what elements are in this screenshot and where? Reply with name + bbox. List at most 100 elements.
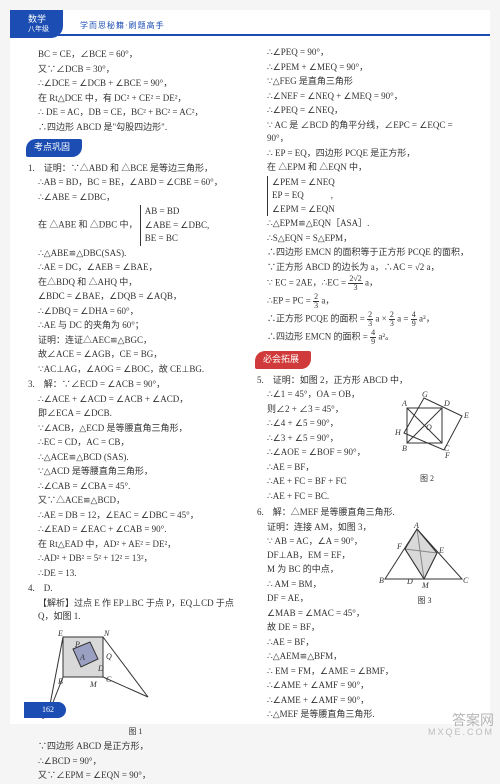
page-number: 162 [24, 702, 66, 718]
svg-text:P: P [74, 640, 80, 649]
svg-text:Q: Q [106, 652, 112, 661]
text: 【解析】过点 E 作 EP⊥BC 于点 P，EQ⊥CD 于点 Q，如图 1. [28, 597, 243, 624]
fraction: 49 [370, 329, 376, 346]
text: 故 DE = BF， [257, 621, 472, 635]
text: ∴∠ABE = ∠DBC， [28, 191, 243, 205]
text: ∠ABE = ∠DBC, [145, 219, 209, 233]
text: 即∠ECA = ∠DCB. [28, 407, 243, 421]
text: ∴AE 与 DC 的夹角为 60°； [28, 319, 243, 333]
brace-row: 在 △ABE 和 △DBC 中， AB = BD ∠ABE = ∠DBC, BE… [28, 205, 243, 246]
grade-top: 数学 [28, 14, 49, 25]
eq4: ∴四边形 EMCN 的面积 = 49 a²。 [257, 329, 472, 346]
header-strip: 学而思秘籍·刷题高手 [80, 20, 165, 32]
text: ∵△FEG 是直角三角形 [257, 75, 472, 89]
text: 6. 解：△MEF 是等腰直角三角形. [257, 506, 472, 520]
svg-text:D: D [406, 577, 413, 586]
brace-row: ∠PEM = ∠NEQ EP = EQ , ∠EPM = ∠EQN [257, 176, 472, 217]
svg-text:F: F [396, 542, 402, 551]
text: 故∠ACE = ∠AGB，CE = BG， [28, 348, 243, 362]
text: ∴EC = CD，AC = CB， [28, 436, 243, 450]
q1: 1. 证明：∵△ABD 和 △BCE 是等边三角形， ∴AB = BD，BC =… [28, 162, 243, 377]
text: ∠BDC = ∠BAE，∠DQB = ∠AQB， [28, 290, 243, 304]
brace-icon: AB = BD ∠ABE = ∠DBC, BE = BC [140, 205, 209, 246]
figure-2: A D B C G E H F O 图 2 [382, 388, 472, 485]
svg-text:E: E [57, 629, 63, 638]
text: ∴∠BCD = 90°， [28, 755, 243, 769]
text: ∴∠AME + ∠AMF = 90°， [257, 679, 472, 693]
text: a²， [419, 314, 435, 324]
svg-text:F: F [444, 451, 450, 460]
text: ∴△ACE≌△BCD (SAS). [28, 451, 243, 465]
text: 又∵∠DCB = 30°， [28, 63, 243, 77]
text: ∠MAB = ∠MAC = 45°， [257, 607, 472, 621]
text: 证明：连证△AEC≌△BGC， [28, 334, 243, 348]
text: ∴∠ACE + ∠ACD = ∠ACB + ∠ACD， [28, 393, 243, 407]
text: 在 Rt△EAD 中，AD² + AE² = DE²， [28, 538, 243, 552]
brace-pre: 在 △ABE 和 △DBC 中， [38, 219, 138, 229]
text: ∴S△EQN = S△EPM， [257, 232, 472, 246]
figure-caption: 图 2 [382, 473, 472, 485]
svg-text:D: D [97, 664, 104, 673]
figure-1: E N B C M Q P F A D 图 1 [28, 627, 243, 739]
page: 数学 八年级 学而思秘籍·刷题高手 BC = CE，∠BCE = 60°， 又∵… [10, 10, 490, 724]
text: a²。 [378, 332, 394, 342]
grade-bottom: 八年级 [28, 25, 49, 34]
text: ∴AD² + DB² = 5² + 12² = 13²， [28, 552, 243, 566]
text: 又∵∠EPM = ∠EQN = 90°， [28, 769, 243, 783]
svg-text:N: N [103, 629, 110, 638]
text: a = [397, 314, 411, 324]
text: ∴四边形 ABCD 是"勾股四边形". [28, 121, 243, 135]
figure-2-svg: A D B C G E H F O [382, 388, 472, 468]
text: ∴∠NEF = ∠NEQ + ∠MEQ = 90°， [257, 90, 472, 104]
text: 1. 证明：∵△ABD 和 △BCE 是等边三角形， [28, 162, 243, 176]
text: ∴∠AME + ∠AMF = 90°， [257, 694, 472, 708]
text: ∴∠PEQ = ∠NEQ， [257, 104, 472, 118]
text: ∵ AC 是 ∠BCD 的角平分线，∠EPC = ∠EQC = 90°， [257, 119, 472, 146]
svg-text:G: G [422, 390, 428, 399]
text: ∵△ACD 是等腰直角三角形， [28, 465, 243, 479]
eq1: ∵ EC = 2AE，∴EC = 2√23 a， [257, 275, 472, 292]
text: BE = BC [145, 232, 209, 246]
text: ∴△ABE≌△DBC(SAS). [28, 247, 243, 261]
text: ∴AE + FC = BC. [257, 490, 472, 504]
text: ∠PEM = ∠NEQ [272, 176, 335, 190]
svg-text:C: C [463, 576, 469, 585]
svg-text:A: A [413, 521, 419, 530]
svg-text:A: A [401, 399, 407, 408]
watermark: 答案网 MXQE.COM [428, 713, 494, 738]
text: ∵正方形 ABCD 的边长为 a，∴AC = √2 a， [257, 261, 472, 275]
text: ∴ DE = AC，DB = CE，BC² + BC² = AC²， [28, 106, 243, 120]
eq2: ∴EP = PC = 23 a， [257, 293, 472, 310]
fraction: 23 [389, 311, 395, 328]
svg-text:C: C [106, 675, 112, 684]
svg-text:M: M [89, 680, 98, 689]
q6: 6. 解：△MEF 是等腰直角三角形. A B C F E [257, 506, 472, 723]
text: ∴AE = DB = 12，∠EAC = ∠DBC = 45°， [28, 509, 243, 523]
brace-icon: ∠PEM = ∠NEQ EP = EQ , ∠EPM = ∠EQN [267, 176, 335, 217]
left-intro: BC = CE，∠BCE = 60°， 又∵∠DCB = 30°， ∴∠DCE … [28, 48, 243, 134]
svg-text:B: B [379, 576, 384, 585]
text: a， [321, 296, 334, 306]
text: ∵ EC = 2AE，∴EC = [267, 278, 348, 288]
watermark-main: 答案网 [452, 712, 494, 728]
header-line [10, 34, 490, 36]
text: ∴∠DCE = ∠DCB + ∠BCE = 90°， [28, 77, 243, 91]
text: ∴四边形 EMCN 的面积 = [267, 332, 370, 342]
fraction: 23 [367, 311, 373, 328]
text: AB = BD [145, 205, 209, 219]
text: ∵∠ACB，△ECD 是等腰直角三角形， [28, 422, 243, 436]
figure-caption: 图 3 [377, 595, 472, 607]
text: ∴∠PEQ = 90°， [257, 46, 472, 60]
text: ∴△AEM≌△BFM， [257, 650, 472, 664]
svg-text:D: D [443, 399, 450, 408]
text: 4. D. [28, 582, 243, 596]
text: BC = CE，∠BCE = 60°， [28, 48, 243, 62]
text: ∴∠EAD = ∠EAC + ∠CAB = 90°. [28, 523, 243, 537]
text: 5. 证明：如图 2，正方形 ABCD 中， [257, 374, 472, 388]
fraction: 49 [411, 311, 417, 328]
text: ∠EPM = ∠EQN [272, 203, 335, 217]
q4: 4. D. 【解析】过点 E 作 EP⊥BC 于点 P，EQ⊥CD 于点 Q，如… [28, 582, 243, 783]
content-columns: BC = CE，∠BCE = 60°， 又∵∠DCB = 30°， ∴∠DCE … [28, 10, 472, 784]
text: ∵AC⊥AG，∠AOG = ∠BOC，故 CE⊥BG. [28, 363, 243, 377]
text: ∴AE = BF， [257, 636, 472, 650]
